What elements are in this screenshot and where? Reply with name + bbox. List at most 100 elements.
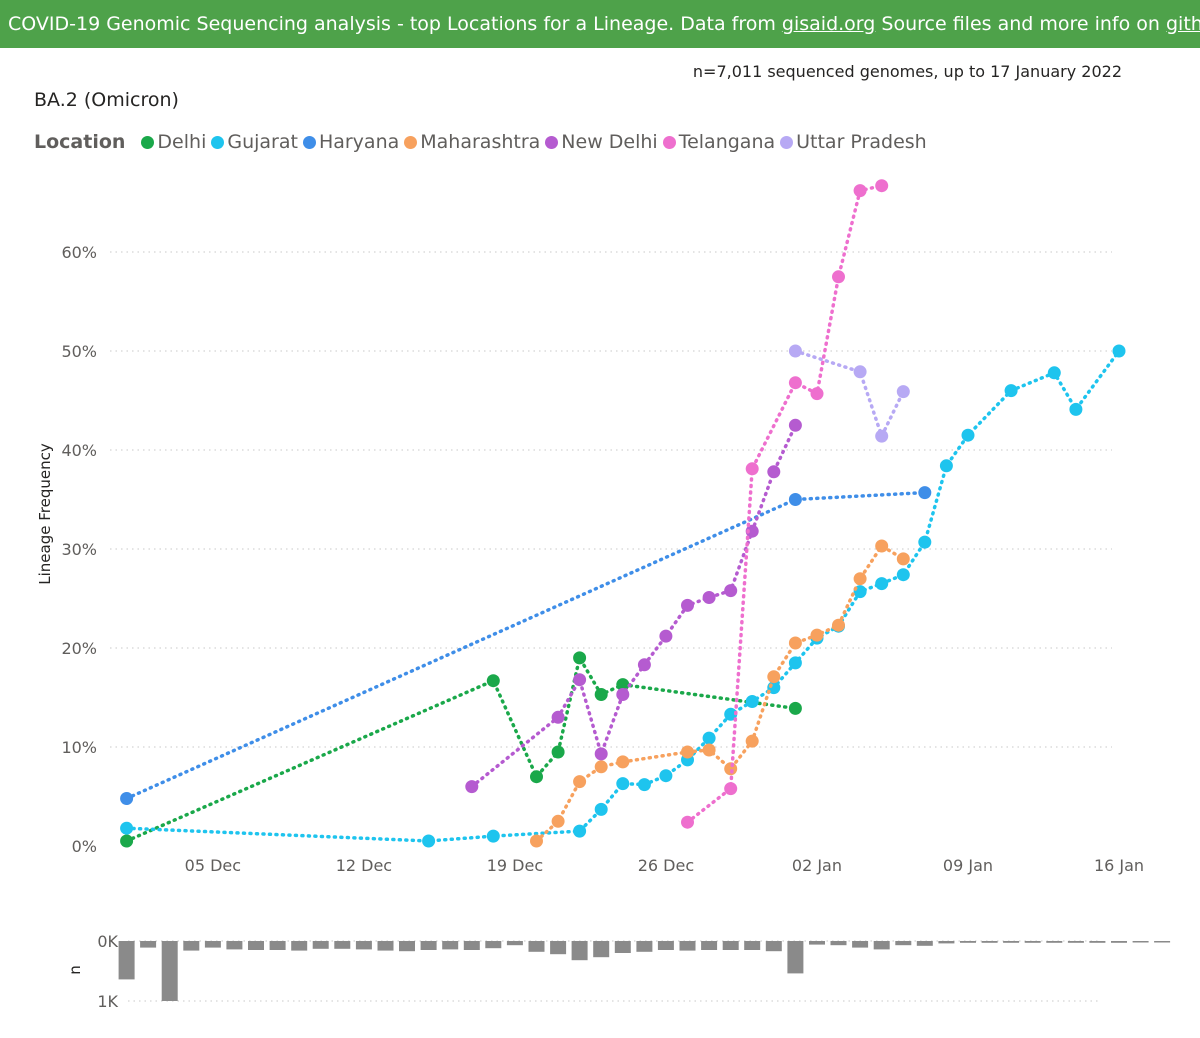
data-point[interactable] xyxy=(681,598,694,612)
data-point[interactable] xyxy=(896,552,910,566)
count-bar[interactable] xyxy=(204,941,221,948)
count-bar[interactable] xyxy=(830,941,847,946)
count-bar[interactable] xyxy=(916,941,933,946)
data-point[interactable] xyxy=(788,636,802,650)
data-point[interactable] xyxy=(724,707,738,721)
data-point[interactable] xyxy=(530,834,543,848)
data-point[interactable] xyxy=(573,673,587,687)
legend-item[interactable]: Maharashtra xyxy=(404,131,540,153)
count-bar[interactable] xyxy=(722,941,739,950)
data-point[interactable] xyxy=(616,777,630,791)
count-bar[interactable] xyxy=(895,941,912,946)
data-point[interactable] xyxy=(745,734,759,748)
count-bar[interactable] xyxy=(550,941,567,955)
count-bar[interactable] xyxy=(744,941,761,950)
data-point[interactable] xyxy=(875,577,889,591)
count-bar[interactable] xyxy=(614,941,631,953)
data-point[interactable] xyxy=(767,465,781,479)
count-bar[interactable] xyxy=(1089,941,1106,943)
data-point[interactable] xyxy=(788,701,802,715)
count-bar[interactable] xyxy=(938,941,955,944)
count-bar[interactable] xyxy=(701,941,718,950)
data-point[interactable] xyxy=(551,710,565,724)
data-point[interactable] xyxy=(1112,344,1126,358)
data-point[interactable] xyxy=(788,418,802,432)
count-bar[interactable] xyxy=(1154,941,1171,943)
data-point[interactable] xyxy=(573,824,587,838)
count-bar[interactable] xyxy=(420,941,437,950)
count-bar[interactable] xyxy=(873,941,890,950)
count-bar[interactable] xyxy=(809,941,825,945)
count-bar[interactable] xyxy=(1111,941,1127,943)
count-bar[interactable] xyxy=(593,941,610,958)
data-point[interactable] xyxy=(616,755,630,769)
gisaid-link[interactable]: gisaid.org xyxy=(781,13,876,35)
count-bar[interactable] xyxy=(506,941,523,946)
data-point[interactable] xyxy=(465,780,479,794)
count-bar[interactable] xyxy=(377,941,394,951)
count-bar[interactable] xyxy=(1046,941,1063,943)
count-bar[interactable] xyxy=(981,941,998,943)
data-point[interactable] xyxy=(853,365,867,379)
count-bar[interactable] xyxy=(140,941,157,948)
github-link[interactable]: github xyxy=(1166,13,1200,35)
data-point[interactable] xyxy=(120,834,134,848)
data-point[interactable] xyxy=(702,731,716,745)
count-bar[interactable] xyxy=(118,941,135,980)
data-point[interactable] xyxy=(832,270,845,284)
count-bar[interactable] xyxy=(269,941,286,950)
data-point[interactable] xyxy=(832,618,845,632)
count-bar[interactable] xyxy=(161,941,178,1001)
data-point[interactable] xyxy=(702,591,716,604)
data-point[interactable] xyxy=(788,344,802,358)
data-point[interactable] xyxy=(422,834,436,848)
data-point[interactable] xyxy=(637,658,651,672)
data-point[interactable] xyxy=(745,695,759,708)
data-point[interactable] xyxy=(120,821,134,835)
count-bar[interactable] xyxy=(1067,941,1084,943)
data-point[interactable] xyxy=(1069,402,1083,416)
data-point[interactable] xyxy=(788,656,802,670)
legend-item[interactable]: Gujarat xyxy=(211,131,298,153)
data-point[interactable] xyxy=(573,651,587,665)
count-bar[interactable] xyxy=(463,941,480,950)
data-point[interactable] xyxy=(724,584,738,598)
data-point[interactable] xyxy=(918,486,932,500)
data-point[interactable] xyxy=(594,802,608,816)
count-bar[interactable] xyxy=(528,941,545,952)
data-point[interactable] xyxy=(788,493,802,506)
data-point[interactable] xyxy=(616,678,630,692)
count-bar[interactable] xyxy=(787,941,804,974)
data-point[interactable] xyxy=(853,184,867,198)
count-bar[interactable] xyxy=(1132,941,1149,943)
data-point[interactable] xyxy=(745,462,759,476)
data-point[interactable] xyxy=(810,628,824,642)
count-bar[interactable] xyxy=(1024,941,1041,943)
legend-item[interactable]: Delhi xyxy=(141,131,206,153)
count-bar[interactable] xyxy=(334,941,351,949)
data-point[interactable] xyxy=(896,568,910,582)
data-point[interactable] xyxy=(659,629,673,643)
data-point[interactable] xyxy=(594,688,608,701)
count-bar[interactable] xyxy=(355,941,372,950)
legend-item[interactable]: Uttar Pradesh xyxy=(780,131,927,153)
count-bar[interactable] xyxy=(1003,941,1020,943)
count-bar[interactable] xyxy=(291,941,308,951)
count-bar[interactable] xyxy=(679,941,696,951)
data-point[interactable] xyxy=(573,775,587,789)
data-point[interactable] xyxy=(702,743,716,757)
count-bar[interactable] xyxy=(852,941,869,948)
count-bar[interactable] xyxy=(765,941,782,952)
count-bar[interactable] xyxy=(183,941,200,951)
count-bar[interactable] xyxy=(657,941,674,950)
data-point[interactable] xyxy=(961,428,975,442)
legend-item[interactable]: Haryana xyxy=(302,131,399,153)
count-bar[interactable] xyxy=(636,941,653,952)
count-bar[interactable] xyxy=(312,941,329,949)
data-point[interactable] xyxy=(1047,366,1061,380)
count-bar[interactable] xyxy=(248,941,264,950)
data-point[interactable] xyxy=(530,770,543,784)
data-point[interactable] xyxy=(681,745,694,759)
count-bar[interactable] xyxy=(485,941,502,949)
data-point[interactable] xyxy=(853,572,867,586)
